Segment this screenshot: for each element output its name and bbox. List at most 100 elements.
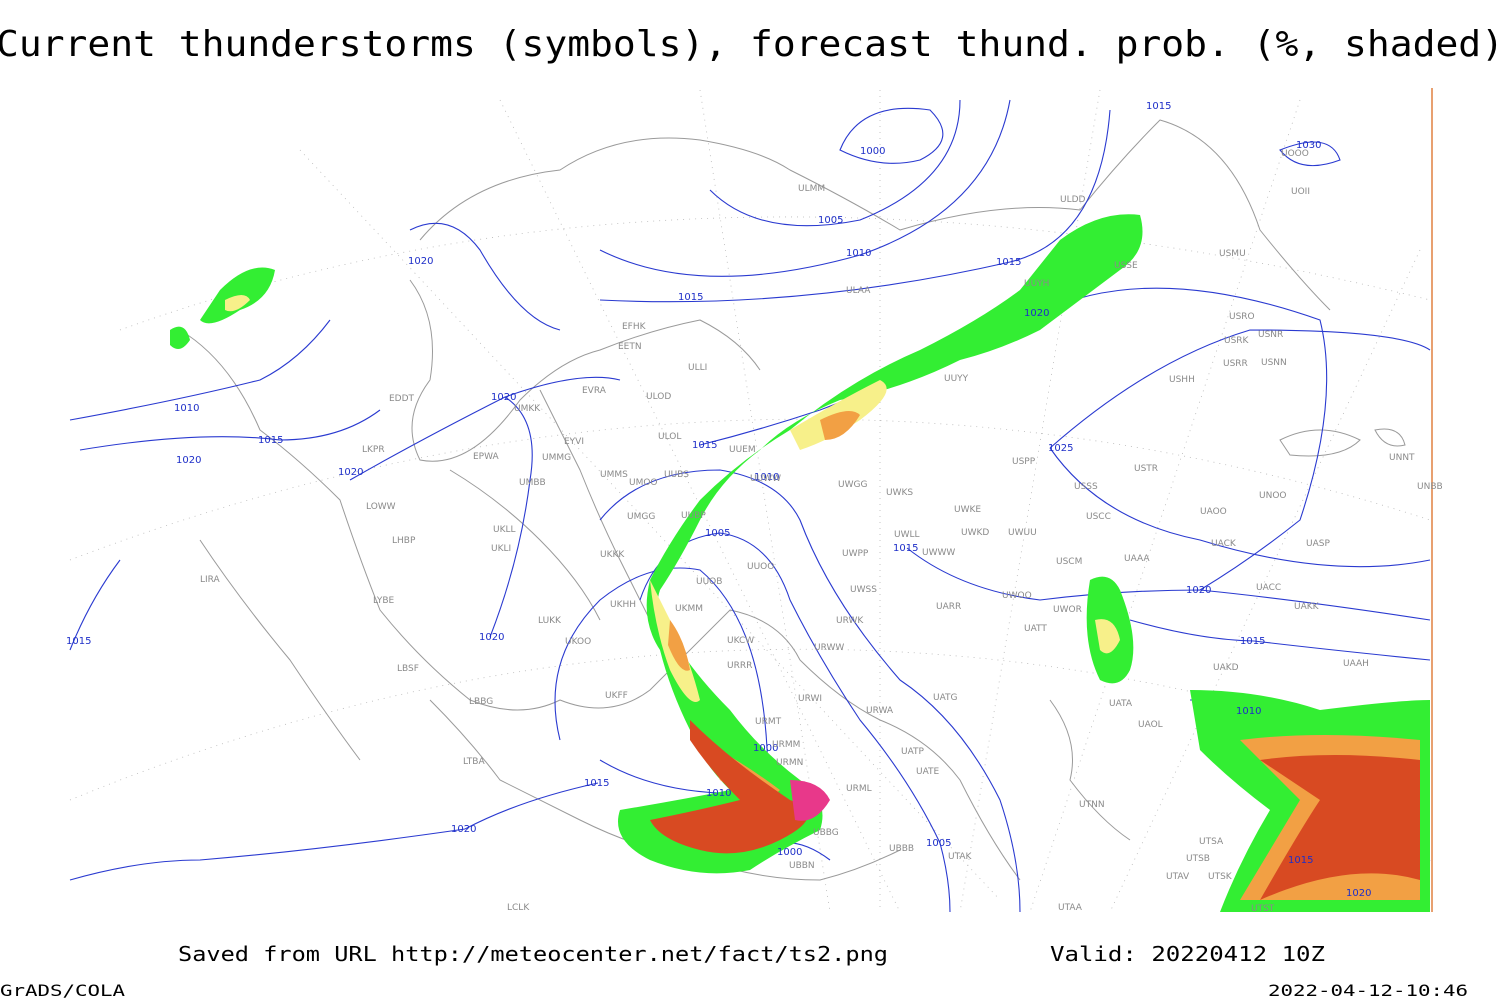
station-label: UWKS — [886, 488, 913, 498]
station-label: UWKD — [961, 528, 989, 538]
isobar-label: 1010 — [846, 248, 871, 259]
map-area — [68, 88, 1433, 913]
station-label: UBBN — [789, 861, 815, 871]
station-label: UKLI — [491, 544, 511, 554]
isobar-label: 1015 — [678, 292, 703, 303]
station-label: USSS — [1074, 482, 1098, 492]
station-label: URWW — [814, 643, 844, 653]
isobar-label: 1015 — [1146, 101, 1171, 112]
station-label: URML — [846, 784, 872, 794]
station-label: LOWW — [366, 502, 396, 512]
station-label: UKMM — [675, 604, 703, 614]
station-label: UATE — [916, 767, 940, 777]
station-label: LBSF — [397, 664, 419, 674]
station-label: ULDD — [1060, 195, 1086, 205]
station-label: UWOO — [1002, 591, 1032, 601]
station-label: UACC — [1256, 583, 1281, 593]
station-label: UATP — [901, 747, 925, 757]
isobar-label: 1020 — [479, 632, 504, 643]
isobar-label: 1015 — [893, 543, 918, 554]
station-label: USNR — [1258, 330, 1283, 340]
isobar-label: 1005 — [818, 215, 843, 226]
station-label: USTR — [1134, 464, 1158, 474]
station-label: LBBG — [469, 697, 493, 707]
station-label: LCLK — [507, 903, 530, 913]
isobar-label: 1000 — [753, 743, 778, 754]
station-label: UKOO — [565, 637, 591, 647]
station-label: EFHK — [622, 322, 647, 332]
station-label: UTST — [1251, 904, 1275, 914]
isobar-label: 1020 — [1346, 888, 1371, 899]
isobar-label: 1015 — [996, 257, 1021, 268]
station-label: UAKK — [1294, 602, 1320, 612]
station-label: UKLL — [493, 525, 516, 535]
station-label: UNNT — [1389, 453, 1415, 463]
thunderstorm-probability — [170, 214, 1430, 912]
station-label: UKHH — [610, 600, 636, 610]
station-label: UNBB — [1417, 482, 1443, 492]
isobar-label: 1020 — [176, 455, 201, 466]
isobar-label: 1015 — [1240, 636, 1265, 647]
isobar-label: 1000 — [777, 847, 802, 858]
station-label: UATT — [1024, 624, 1047, 634]
station-label: ULLI — [688, 363, 707, 373]
station-label: UWGG — [838, 480, 867, 490]
station-label: USMU — [1219, 249, 1246, 259]
station-label: UKCW — [727, 636, 754, 646]
station-label: UUWW — [750, 474, 781, 484]
station-label: ULMM — [798, 184, 825, 194]
station-label: UWLL — [894, 530, 920, 540]
station-label: ULAA — [846, 286, 871, 296]
station-label: USRR — [1223, 359, 1248, 369]
station-label: EETN — [618, 342, 642, 352]
isobar-label: 1025 — [1048, 443, 1073, 454]
isobar-label: 1015 — [584, 778, 609, 789]
isobar-label: 1020 — [451, 824, 476, 835]
station-label: LYBE — [373, 596, 394, 606]
isobar-label: 1015 — [66, 636, 91, 647]
station-label: UMBB — [519, 478, 546, 488]
source-url: Saved from URL http://meteocenter.net/fa… — [178, 942, 888, 966]
station-label: UUEM — [729, 445, 756, 455]
station-label: URMT — [755, 717, 782, 727]
station-label: LIRA — [200, 575, 221, 585]
station-label: UAOO — [1200, 507, 1227, 517]
station-label: UMGG — [627, 512, 655, 522]
station-label: USCM — [1056, 557, 1082, 567]
station-label: URWI — [798, 694, 822, 704]
station-label: UUOB — [696, 577, 722, 587]
station-label: EPWA — [473, 452, 500, 462]
station-label: LHBP — [392, 536, 416, 546]
station-label: UACK — [1211, 539, 1237, 549]
isobar-label: 1010 — [754, 472, 779, 483]
timestamp: 2022-04-12-10:46 — [1268, 981, 1468, 1000]
station-label: UUYY — [944, 374, 969, 384]
graticule — [69, 89, 1431, 913]
station-label: UBBB — [889, 844, 914, 854]
station-label: USNN — [1261, 358, 1287, 368]
station-label: UTSA — [1199, 837, 1224, 847]
isobar-label: 1000 — [860, 146, 885, 157]
station-label: USSE — [1114, 261, 1138, 271]
station-label: UAKD — [1213, 663, 1239, 673]
isobar-label: 1030 — [1296, 140, 1321, 151]
station-label: UARR — [936, 602, 961, 612]
station-label: UMOO — [629, 478, 658, 488]
station-label: USCC — [1086, 512, 1111, 522]
station-label: UTAK — [948, 852, 973, 862]
valid-time: Valid: 20220412 10Z — [1050, 942, 1325, 966]
isobar-label: 1020 — [1186, 585, 1211, 596]
station-label: UWKE — [954, 505, 981, 515]
station-label: UUBS — [664, 470, 689, 480]
isobars — [69, 99, 1431, 913]
isobar-label: 1010 — [706, 788, 731, 799]
station-label: UKKK — [600, 550, 625, 560]
station-label: ULOL — [658, 432, 681, 442]
station-label: UTNN — [1079, 800, 1105, 810]
isobar-label: 1010 — [174, 403, 199, 414]
isobar-label: 1020 — [491, 392, 516, 403]
station-label: LUKK — [538, 616, 562, 626]
software-credit: GrADS/COLA — [0, 981, 125, 1000]
